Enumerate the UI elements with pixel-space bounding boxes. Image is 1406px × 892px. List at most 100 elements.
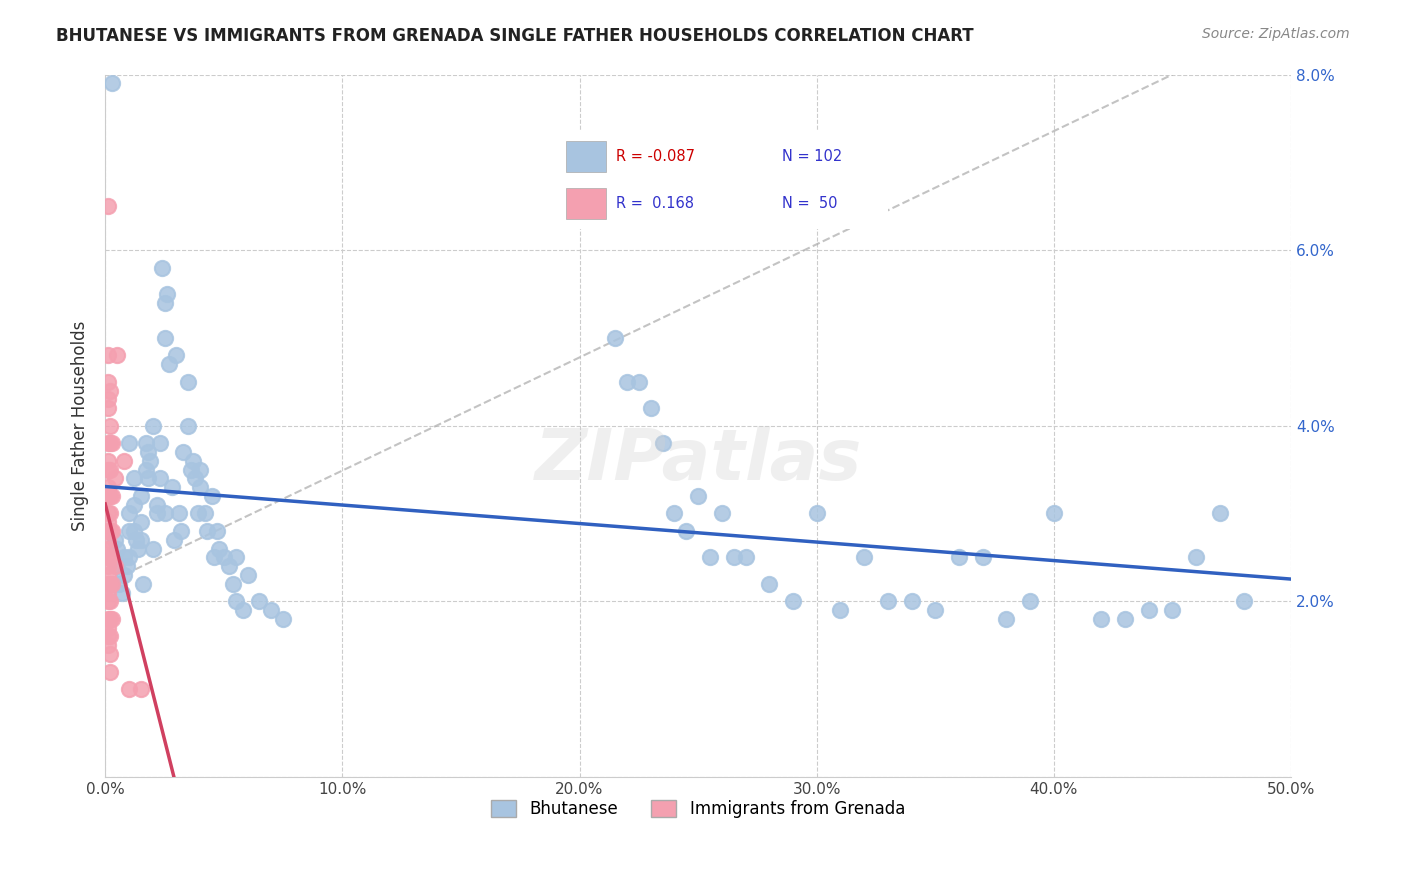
Point <box>118 507 141 521</box>
Point <box>105 541 128 556</box>
Point <box>98 647 121 661</box>
Point <box>129 682 152 697</box>
Point <box>995 612 1018 626</box>
Point <box>104 533 127 547</box>
Point <box>98 665 121 679</box>
Point <box>97 348 120 362</box>
Point <box>136 471 159 485</box>
Point <box>1137 603 1160 617</box>
Point <box>150 260 173 275</box>
Point <box>97 515 120 529</box>
Point <box>146 498 169 512</box>
Point <box>97 462 120 476</box>
Point <box>688 489 710 503</box>
Point <box>127 541 149 556</box>
Point <box>900 594 922 608</box>
Point <box>129 515 152 529</box>
Point <box>98 418 121 433</box>
Point <box>218 559 240 574</box>
Point <box>97 621 120 635</box>
Point <box>1019 594 1042 608</box>
Point <box>188 480 211 494</box>
Point <box>160 480 183 494</box>
Point <box>101 524 124 538</box>
Point <box>97 199 120 213</box>
Point <box>118 550 141 565</box>
Point <box>132 576 155 591</box>
Point <box>853 550 876 565</box>
Point <box>97 524 120 538</box>
Legend: Bhutanese, Immigrants from Grenada: Bhutanese, Immigrants from Grenada <box>485 793 912 825</box>
Point <box>181 454 204 468</box>
Point <box>97 375 120 389</box>
Point <box>129 489 152 503</box>
Point <box>194 507 217 521</box>
Point <box>225 550 247 565</box>
Point <box>208 541 231 556</box>
Point <box>118 682 141 697</box>
Point <box>232 603 254 617</box>
Point <box>97 612 120 626</box>
Point <box>142 418 165 433</box>
Point <box>98 594 121 608</box>
Point <box>97 507 120 521</box>
Point <box>112 454 135 468</box>
Point <box>153 295 176 310</box>
Point <box>97 559 120 574</box>
Point <box>104 471 127 485</box>
Point <box>180 462 202 476</box>
Point <box>1161 603 1184 617</box>
Point <box>97 533 120 547</box>
Point <box>806 507 828 521</box>
Point <box>98 489 121 503</box>
Point <box>112 550 135 565</box>
Point <box>98 629 121 643</box>
Point <box>122 498 145 512</box>
Point <box>592 199 614 213</box>
Point <box>98 462 121 476</box>
Point <box>187 507 209 521</box>
Point <box>782 594 804 608</box>
Point <box>603 331 626 345</box>
Point <box>97 392 120 407</box>
Point <box>101 489 124 503</box>
Point <box>699 550 721 565</box>
Point <box>129 533 152 547</box>
Point <box>948 550 970 565</box>
Point <box>924 603 946 617</box>
Point <box>97 454 120 468</box>
Point <box>156 287 179 301</box>
Point <box>225 594 247 608</box>
Point <box>149 471 172 485</box>
Point <box>153 507 176 521</box>
Point <box>101 436 124 450</box>
Point <box>118 524 141 538</box>
Point <box>177 418 200 433</box>
Point <box>167 507 190 521</box>
Point <box>734 550 756 565</box>
Point <box>97 480 120 494</box>
Point <box>201 489 224 503</box>
Point <box>165 348 187 362</box>
Point <box>97 541 120 556</box>
Point <box>205 524 228 538</box>
Point <box>1043 507 1066 521</box>
Point <box>97 594 120 608</box>
Point <box>101 76 124 90</box>
Point <box>108 576 131 591</box>
Point <box>222 576 245 591</box>
Point <box>112 568 135 582</box>
Point <box>97 638 120 652</box>
Point <box>177 375 200 389</box>
Point <box>115 559 138 574</box>
Point <box>260 603 283 617</box>
Point <box>972 550 994 565</box>
Point <box>101 612 124 626</box>
Point <box>710 507 733 521</box>
Point <box>139 454 162 468</box>
Point <box>153 331 176 345</box>
Point <box>1232 594 1254 608</box>
Point <box>105 559 128 574</box>
Point <box>98 612 121 626</box>
Point <box>830 603 852 617</box>
